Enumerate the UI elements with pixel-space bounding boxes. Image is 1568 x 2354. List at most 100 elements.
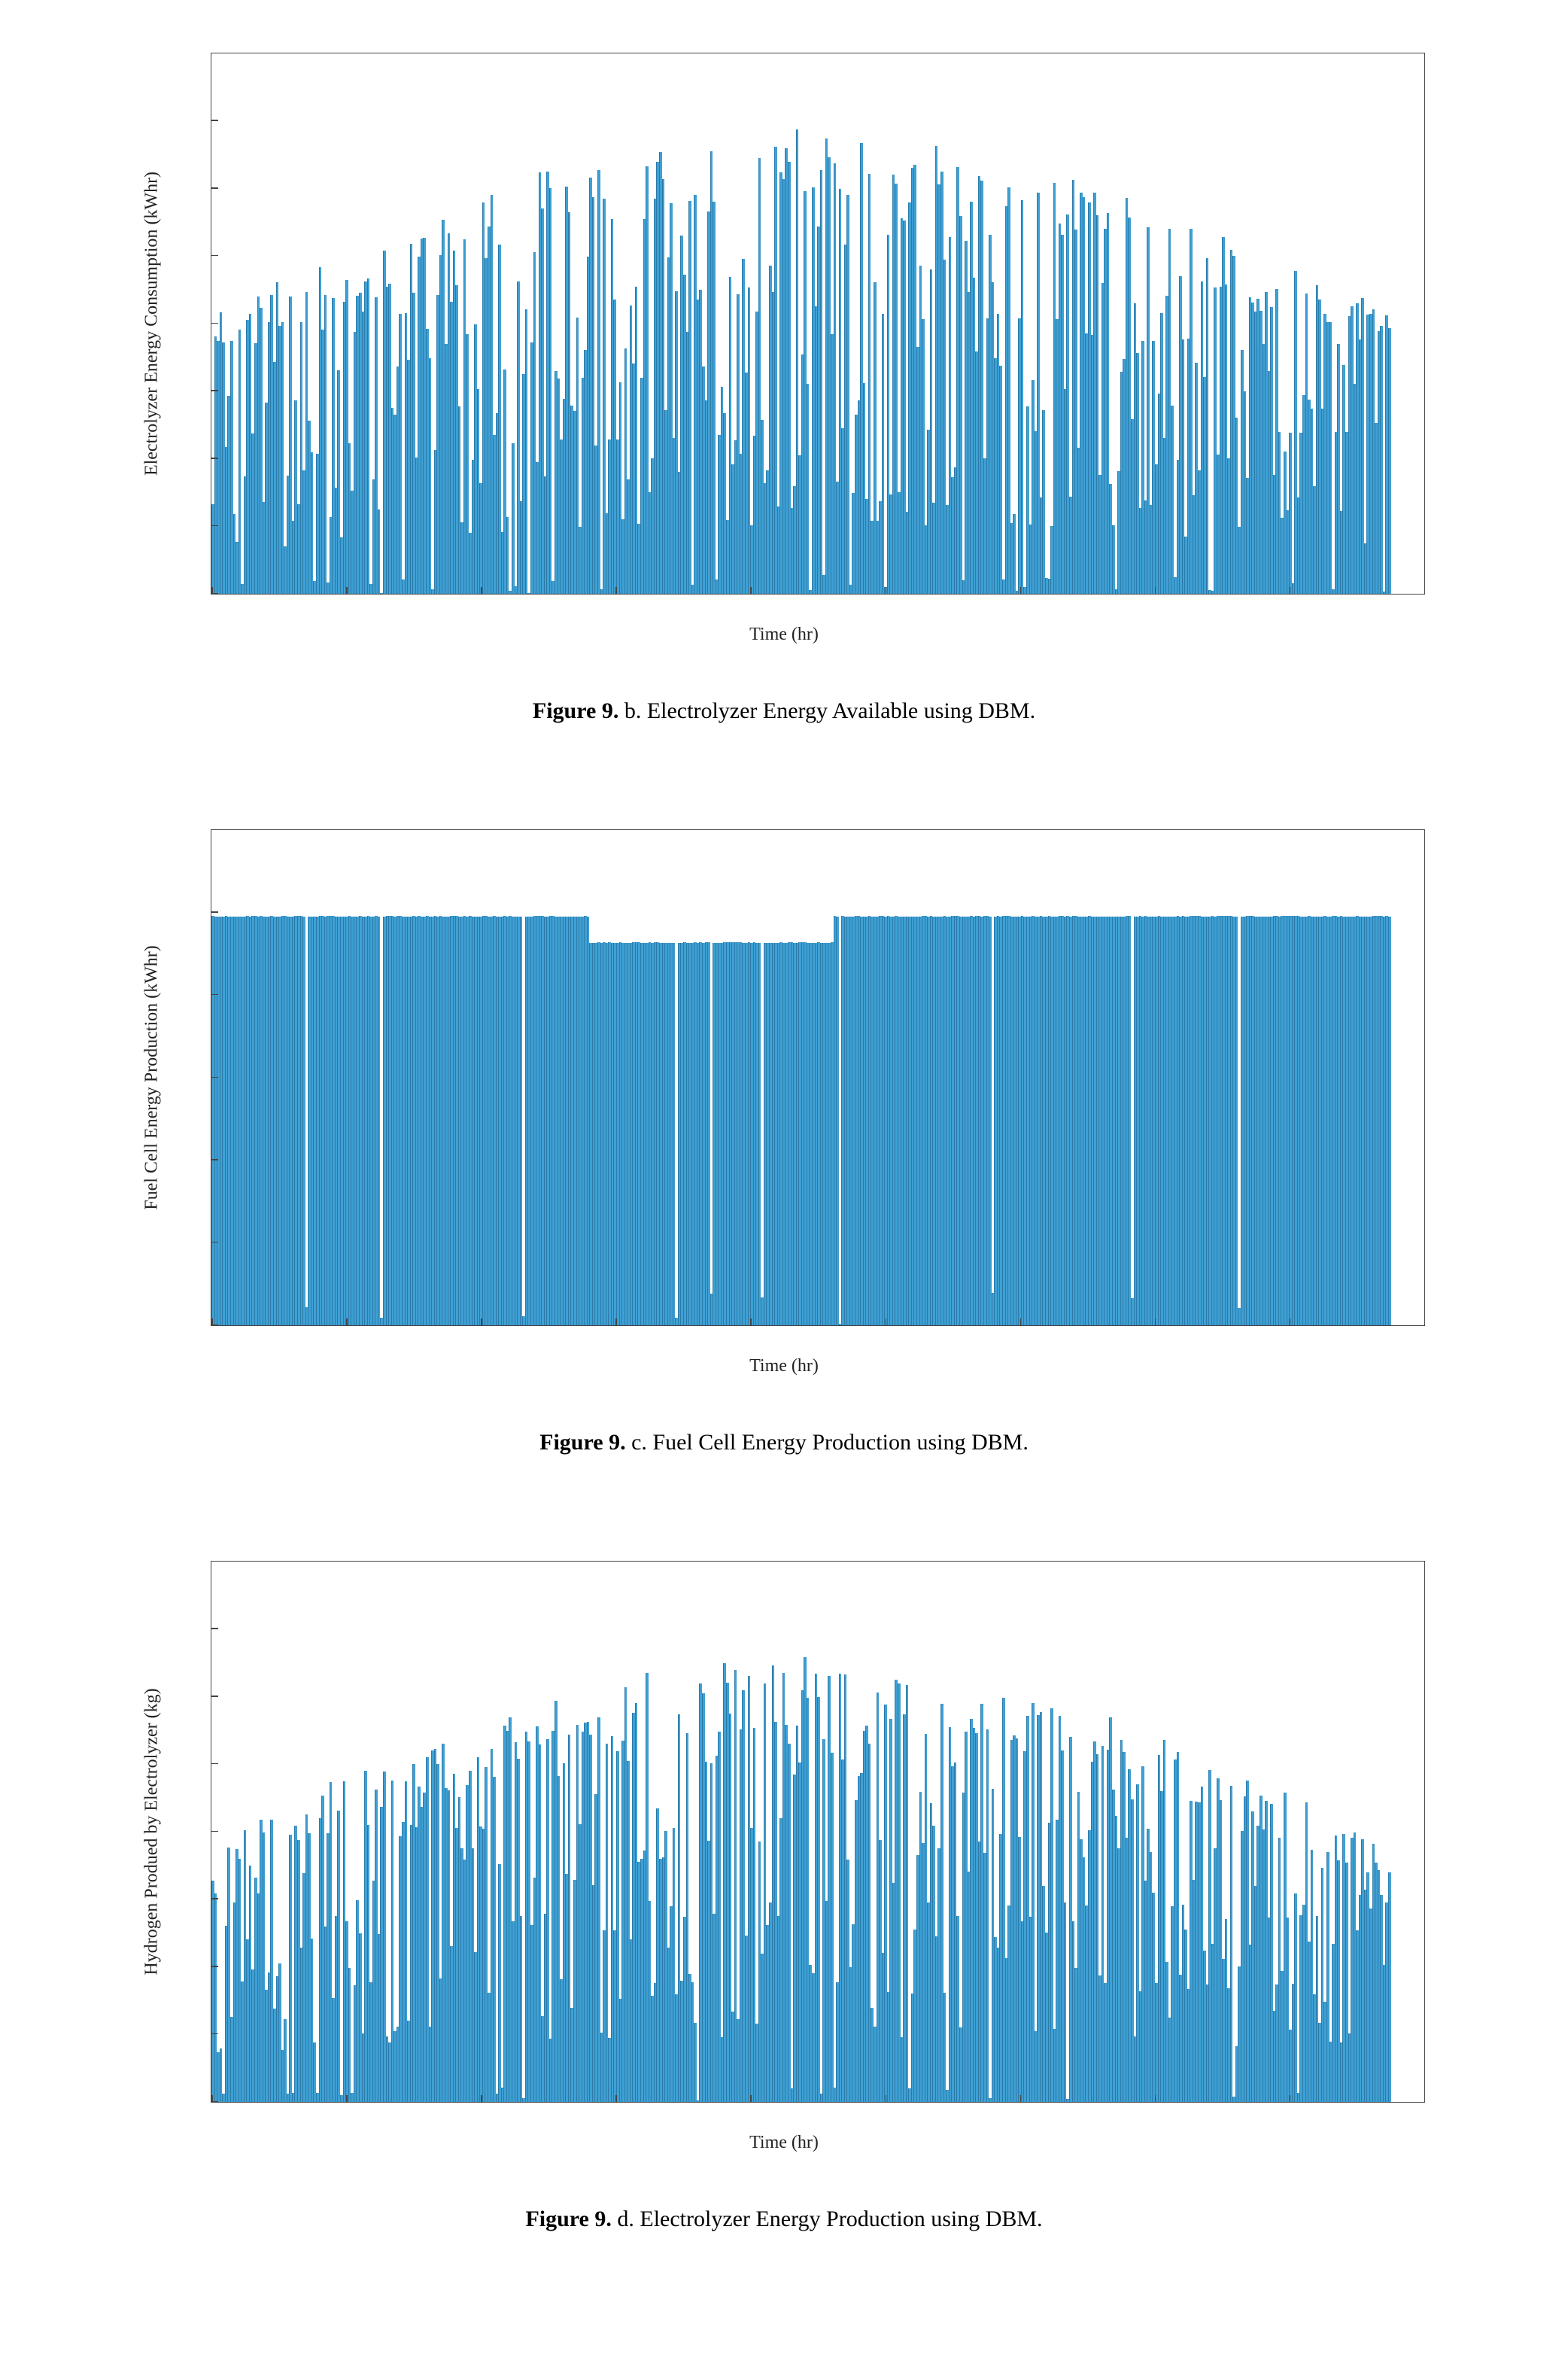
fig9c-caption: Figure 9. c. Fuel Cell Energy Production… [120,1430,1448,1455]
x-tick-label: 6000 [1004,1325,1037,1326]
fig9c-ylabel: Fuel Cell Energy Production (kWhr) [142,945,163,1210]
bar [1235,917,1238,1325]
x-tick-mark [886,587,887,595]
bar [817,1697,820,2102]
y-tick-mark [211,829,218,830]
bar [694,2023,697,2102]
x-tick-label: 7000 [1138,2102,1171,2103]
x-tick-mark [886,2095,887,2103]
x-tick-mark [886,1318,887,1326]
x-tick-mark [1155,2095,1156,2103]
fig9c-inner: 0501001502002503000100020003000400050006… [128,814,1440,1386]
fig9d-inner: 0510152025303540010002000300040005000600… [128,1546,1440,2163]
x-tick-mark [1020,1318,1022,1326]
bar [1289,433,1292,594]
bar [348,1968,351,2102]
x-tick-label: 9000 [1408,594,1425,595]
y-tick-mark [211,323,218,324]
bar [311,452,314,594]
bar [1388,1872,1391,2102]
bar [906,1685,909,2102]
x-tick-label: 4000 [734,1325,767,1326]
y-tick-mark [211,1696,218,1697]
x-tick-label: 2000 [464,594,497,595]
y-tick-mark [211,255,218,257]
caption-figure-label: Figure 9. [533,698,618,723]
bar [284,2019,287,2102]
x-tick-label: 1000 [330,1325,363,1326]
x-tick-mark [211,2095,213,2103]
bar [999,366,1002,595]
x-tick-label: 3000 [599,594,632,595]
y-tick-mark [211,1966,218,1967]
bar [239,330,242,594]
x-tick-label: 9000 [1408,2102,1425,2103]
x-tick-label: 0 [211,1325,216,1326]
y-tick-mark [211,1159,218,1160]
x-tick-mark [1290,2095,1291,2103]
bar [836,917,839,1325]
fig9b-block: 0200400600800100012001400160001000200030… [120,30,1448,724]
x-tick-mark [346,1318,348,1326]
bar [986,1729,989,2102]
bar [1388,917,1391,1325]
x-tick-label: 8000 [1273,2102,1306,2103]
x-tick-label: 6000 [1004,2102,1037,2103]
x-tick-mark [481,1318,482,1326]
bar [1021,200,1024,594]
x-tick-mark [211,1318,213,1326]
fig9d-ylabel: Hydrogen Produed by Electrolyzer (kg) [142,1688,163,1975]
bar [989,917,992,1325]
bar [1329,322,1332,594]
fig9c-frame: 0501001502002503000100020003000400050006… [120,807,1448,1394]
bar [807,384,810,594]
y-tick-mark [211,2033,218,2035]
y-tick-mark [211,1077,218,1078]
bar [512,443,515,594]
x-tick-mark [1020,587,1022,595]
x-tick-mark [615,1318,617,1326]
y-tick-mark [211,911,218,913]
bar [713,202,716,594]
bar [506,517,509,594]
bar [1294,1893,1297,2102]
x-tick-label: 7000 [1138,594,1171,595]
fig9b-bars [211,53,1392,594]
y-tick-mark [211,1561,218,1562]
bar [1230,1786,1233,2102]
x-tick-mark [1020,2095,1022,2103]
y-tick-mark [211,458,218,459]
y-tick-mark [211,1831,218,1832]
x-tick-label: 3000 [599,2102,632,2103]
fig9d-frame: 0510152025303540010002000300040005000600… [120,1538,1448,2170]
x-tick-label: 4000 [734,2102,767,2103]
x-tick-mark [1424,2095,1425,2103]
bar [820,170,823,594]
x-tick-label: 7000 [1138,1325,1171,1326]
fig9b-inner: 0200400600800100012001400160001000200030… [128,38,1440,655]
bar [399,314,402,594]
x-tick-mark [346,2095,348,2103]
y-tick-mark [211,1628,218,1629]
bar [1388,328,1391,594]
x-tick-mark [481,2095,482,2103]
bar [493,1777,496,2102]
x-tick-label: 5000 [869,1325,902,1326]
x-tick-mark [615,2095,617,2103]
fig9c-xlabel: Time (hr) [749,1356,819,1376]
fig9d-plot: 0510152025303540010002000300040005000600… [211,1561,1425,2103]
fig9b-frame: 0200400600800100012001400160001000200030… [120,30,1448,662]
caption-text: c. Fuel Cell Energy Production using DBM… [626,1430,1029,1455]
x-tick-mark [1155,1318,1156,1326]
y-tick-mark [211,525,218,527]
bar [520,917,523,1325]
x-tick-mark [615,587,617,595]
bar [324,295,327,594]
x-tick-label: 4000 [734,594,767,595]
bar [367,278,370,594]
y-tick-mark [211,390,218,391]
x-tick-mark [750,587,752,595]
x-tick-mark [750,2095,752,2103]
bar [337,1811,340,2102]
x-tick-mark [481,587,482,595]
